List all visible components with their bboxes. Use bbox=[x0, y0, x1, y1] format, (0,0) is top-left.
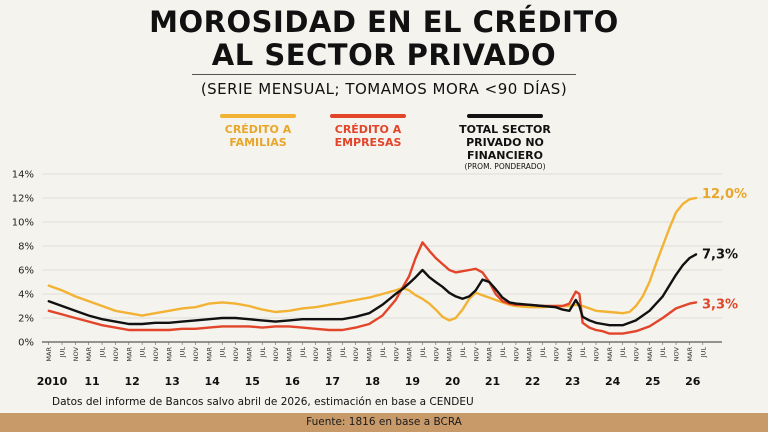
year-label: 14 bbox=[205, 375, 221, 388]
month-tick-label: MAR bbox=[646, 347, 654, 362]
legend-families: CRÉDITO A FAMILIAS bbox=[203, 114, 313, 149]
month-tick-label: MAR bbox=[446, 347, 454, 362]
legend-total-swatch bbox=[467, 114, 543, 118]
month-tick-label: JUL bbox=[99, 347, 107, 359]
year-label: 12 bbox=[124, 375, 139, 388]
month-tick-label: NOV bbox=[512, 346, 520, 361]
year-label: 13 bbox=[164, 375, 179, 388]
month-tick-label: JUL bbox=[459, 347, 467, 359]
month-tick-label: MAR bbox=[326, 347, 334, 362]
year-label: 24 bbox=[605, 375, 621, 388]
year-label: 16 bbox=[285, 375, 301, 388]
month-tick-label: NOV bbox=[633, 346, 641, 361]
month-tick-label: NOV bbox=[232, 346, 240, 361]
year-label: 11 bbox=[84, 375, 99, 388]
y-tick-label: 2% bbox=[18, 314, 34, 325]
month-tick-label: NOV bbox=[392, 346, 400, 361]
year-label: 25 bbox=[645, 375, 660, 388]
y-tick-label: 4% bbox=[18, 290, 34, 301]
month-tick-label: JUL bbox=[419, 347, 427, 359]
year-label: 26 bbox=[685, 375, 701, 388]
y-tick-label: 12% bbox=[12, 194, 34, 205]
series-line bbox=[47, 196, 698, 322]
month-tick-label: JUL bbox=[499, 347, 507, 359]
series-end-label: 12,0% bbox=[702, 187, 747, 202]
month-tick-label: JUL bbox=[539, 347, 547, 359]
month-tick-label: NOV bbox=[272, 346, 280, 361]
month-tick-label: NOV bbox=[592, 346, 600, 361]
month-tick-label: JUL bbox=[59, 347, 67, 359]
legend-families-swatch bbox=[220, 114, 296, 118]
month-tick-label: MAR bbox=[406, 347, 414, 362]
month-tick-label: NOV bbox=[192, 346, 200, 361]
title-line-1: MOROSIDAD EN EL CRÉDITO bbox=[149, 5, 619, 39]
month-tick-label: NOV bbox=[72, 346, 80, 361]
month-tick-label: NOV bbox=[472, 346, 480, 361]
year-label: 22 bbox=[525, 375, 540, 388]
title-rule bbox=[192, 74, 576, 75]
legend-companies: CRÉDITO A EMPRESAS bbox=[313, 114, 423, 149]
month-tick-label: NOV bbox=[673, 346, 681, 361]
month-tick-label: MAR bbox=[526, 347, 534, 362]
legend-companies-label: CRÉDITO A EMPRESAS bbox=[334, 123, 402, 149]
legend-families-label: CRÉDITO A FAMILIAS bbox=[224, 123, 292, 149]
month-tick-label: JUL bbox=[379, 347, 387, 359]
y-tick-label: 14% bbox=[12, 170, 34, 181]
month-tick-label: NOV bbox=[112, 346, 120, 361]
year-label: 21 bbox=[485, 375, 500, 388]
year-label: 19 bbox=[405, 375, 420, 388]
month-tick-label: JUL bbox=[699, 347, 707, 359]
month-tick-label: MAR bbox=[686, 347, 694, 362]
legend-companies-swatch bbox=[330, 114, 406, 118]
month-tick-label: MAR bbox=[205, 347, 213, 362]
year-label: 2010 bbox=[37, 375, 68, 388]
month-tick-label: JUL bbox=[339, 347, 347, 359]
legend-total: TOTAL SECTOR PRIVADO NO FINANCIERO (PROM… bbox=[440, 114, 570, 172]
year-label: 20 bbox=[445, 375, 461, 388]
series-end-label: 3,3% bbox=[702, 297, 738, 312]
month-tick-label: MAR bbox=[45, 347, 53, 362]
y-tick-label: 6% bbox=[18, 266, 34, 277]
month-tick-label: JUL bbox=[619, 347, 627, 359]
line-chart: 0% 2% 4% 6% 8% 10% 12% 14% MAR JUL NOV MAR JUL NOV MAR… bbox=[12, 170, 747, 389]
month-tick-label: MAR bbox=[245, 347, 253, 362]
month-tick-label: NOV bbox=[352, 346, 360, 361]
subtitle: (SERIE MENSUAL; TOMAMOS MORA <90 DÍAS) bbox=[200, 80, 568, 98]
y-tick-label: 10% bbox=[12, 218, 34, 229]
month-tick-label: JUL bbox=[579, 347, 587, 359]
month-tick-label: MAR bbox=[285, 347, 293, 362]
month-tick-label: NOV bbox=[312, 346, 320, 361]
legend-total-label: TOTAL SECTOR PRIVADO NO FINANCIERO bbox=[459, 123, 551, 162]
source-footer: Fuente: 1816 en base a BCRA bbox=[0, 413, 768, 432]
series-line bbox=[47, 253, 698, 327]
year-label: 15 bbox=[245, 375, 260, 388]
month-tick-label: MAR bbox=[125, 347, 133, 362]
month-tick-label: JUL bbox=[259, 347, 267, 359]
title-line-2: AL SECTOR PRIVADO bbox=[211, 38, 557, 72]
year-label: 18 bbox=[365, 375, 380, 388]
year-label: 23 bbox=[565, 375, 580, 388]
month-tick-label: JUL bbox=[179, 347, 187, 359]
month-tick-label: MAR bbox=[486, 347, 494, 362]
month-tick-label: NOV bbox=[152, 346, 160, 361]
month-tick-label: MAR bbox=[366, 347, 374, 362]
y-tick-label: 0% bbox=[18, 338, 34, 349]
year-label: 17 bbox=[325, 375, 340, 388]
series-line bbox=[47, 241, 698, 335]
month-tick-label: NOV bbox=[432, 346, 440, 361]
month-tick-label: MAR bbox=[85, 347, 93, 362]
series-end-label: 7,3% bbox=[702, 247, 738, 262]
month-tick-label: MAR bbox=[566, 347, 574, 362]
y-tick-label: 8% bbox=[18, 242, 34, 253]
caption: Datos del informe de Bancos salvo abril … bbox=[52, 396, 474, 408]
month-tick-label: JUL bbox=[219, 347, 227, 359]
month-tick-label: JUL bbox=[299, 347, 307, 359]
month-tick-label: MAR bbox=[606, 347, 614, 362]
legend-total-note: (PROM. PONDERADO) bbox=[464, 162, 546, 171]
month-tick-label: JUL bbox=[139, 347, 147, 359]
month-tick-label: MAR bbox=[165, 347, 173, 362]
month-tick-label: JUL bbox=[659, 347, 667, 359]
month-tick-label: NOV bbox=[552, 346, 560, 361]
